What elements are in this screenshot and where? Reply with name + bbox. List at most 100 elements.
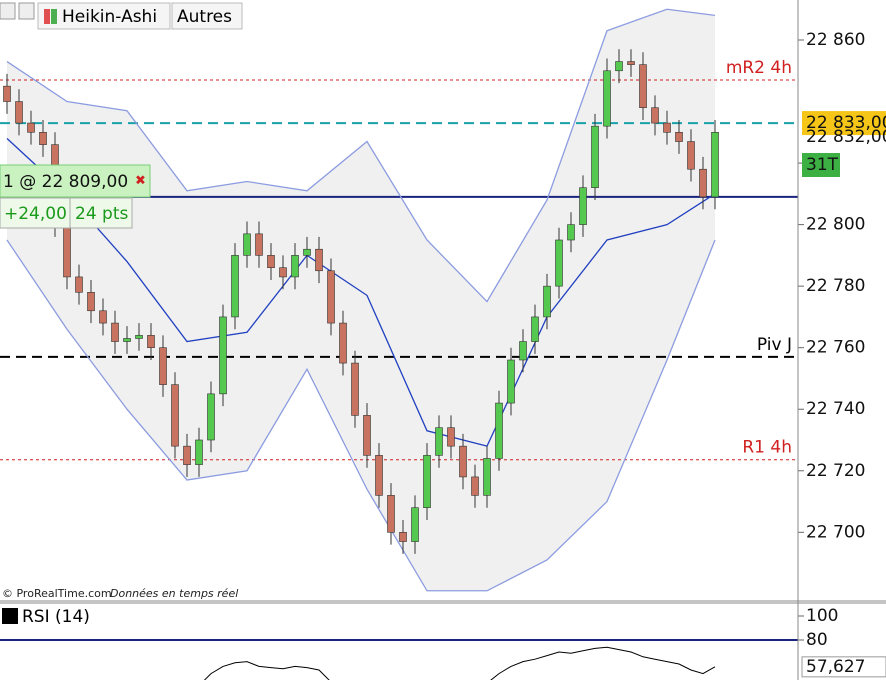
- candle-body: [387, 495, 395, 533]
- candle-body: [711, 132, 719, 198]
- candle-body: [243, 233, 251, 256]
- candle-body: [171, 384, 179, 447]
- note: Données en temps réel: [110, 587, 238, 600]
- candle-body: [363, 415, 371, 456]
- toolbar-label: Autres: [177, 7, 232, 27]
- pnl: +24,00: [4, 204, 67, 224]
- candle-body: [147, 335, 155, 348]
- candle-body: [99, 310, 107, 324]
- candle-body: [591, 125, 599, 188]
- candle-body: [255, 233, 263, 256]
- axis-tag: [802, 153, 840, 177]
- y-tick-label: 22 780: [806, 276, 865, 296]
- candle-body: [483, 458, 491, 496]
- toolbar-item[interactable]: [171, 2, 243, 30]
- candle-body: [447, 427, 455, 447]
- candle-body: [639, 64, 647, 108]
- y-tick-label: 22 800: [806, 215, 865, 235]
- candle-body: [27, 122, 35, 133]
- candle-body: [375, 455, 383, 496]
- y-tick-label: 22 740: [806, 399, 865, 419]
- axis-tag-label: 31T: [806, 155, 839, 175]
- candle-body: [435, 427, 443, 456]
- candle-body: [603, 70, 611, 127]
- candle-body: [411, 507, 419, 542]
- candle-body: [327, 270, 335, 324]
- pnl-box: [69, 197, 133, 229]
- tool-button[interactable]: [18, 2, 35, 20]
- candle-body: [495, 402, 503, 459]
- icon: [2, 608, 18, 624]
- candle-body: [267, 255, 275, 268]
- candle-body: [507, 359, 515, 404]
- candle-body: [159, 347, 167, 385]
- rsi-tag: [801, 656, 886, 678]
- candle-body: [303, 248, 311, 256]
- tool-button[interactable]: [0, 2, 16, 20]
- candle-body: [567, 224, 575, 241]
- y-tick-label: 22 760: [806, 338, 865, 358]
- level-label: R1 4h: [742, 438, 792, 458]
- rsi-tick-label: 100: [806, 606, 838, 626]
- order-text: 1 @ 22 809,00: [3, 172, 128, 192]
- candle-body: [291, 255, 299, 278]
- candle-body: [279, 267, 287, 278]
- level-label: Piv J: [757, 335, 792, 355]
- candle-body: [531, 316, 539, 342]
- candle-body: [519, 341, 527, 361]
- indicator-line: [6, 239, 716, 592]
- candle-body: [207, 393, 215, 441]
- candle-body: [183, 445, 191, 465]
- candle-body: [219, 316, 227, 395]
- order-box[interactable]: [0, 164, 151, 198]
- candle-body: [195, 439, 203, 465]
- indicator-line: [6, 8, 716, 303]
- candle-body: [339, 322, 347, 364]
- candle-body: [651, 107, 659, 124]
- candle-body: [459, 445, 467, 478]
- candle-body: [687, 141, 695, 170]
- icon: [51, 9, 57, 24]
- y-tick-label: 22 700: [806, 522, 865, 542]
- candle-body: [675, 132, 683, 142]
- candle-body: [699, 168, 707, 198]
- rsi-last: 57,627: [806, 657, 865, 677]
- pnl-box: [0, 197, 71, 229]
- candle-body: [423, 455, 431, 508]
- icon: [44, 9, 50, 24]
- candle-body: [39, 132, 47, 145]
- candle-body: [627, 61, 635, 65]
- indicator-line: [6, 137, 716, 447]
- candle-body: [555, 239, 563, 287]
- band-fill: [7, 9, 715, 591]
- candle-body: [135, 335, 143, 339]
- level-label: mR2 4h: [726, 58, 792, 78]
- candle-body: [87, 292, 95, 312]
- candle-body: [543, 285, 551, 318]
- candle-body: [123, 338, 131, 342]
- candle-body: [663, 122, 671, 133]
- toolbar-item[interactable]: [37, 2, 171, 30]
- candle-body: [3, 85, 11, 102]
- candle-body: [231, 255, 239, 318]
- source: © ProRealTime.com: [2, 587, 112, 600]
- price-tag: [802, 111, 886, 136]
- y-tick-label: 22 720: [806, 461, 865, 481]
- candle-body: [579, 187, 587, 225]
- candle-body: [351, 362, 359, 416]
- candle-body: [315, 248, 323, 272]
- candle-body: [615, 61, 623, 72]
- y-tick-label: 22 860: [806, 30, 865, 50]
- toolbar-label: Heikin-Ashi: [62, 7, 157, 27]
- candle-body: [15, 101, 23, 124]
- axis-tag-label: 22 832,00: [806, 127, 886, 147]
- price-tag-label: 22 833,00: [806, 113, 886, 133]
- order-close[interactable]: ✖: [135, 174, 146, 189]
- candle-body: [471, 476, 479, 496]
- candle-body: [63, 224, 71, 278]
- candle-body: [75, 276, 83, 293]
- rsi-line: [203, 646, 716, 680]
- rsi-tick-label: 80: [806, 630, 828, 650]
- candle-body: [399, 532, 407, 542]
